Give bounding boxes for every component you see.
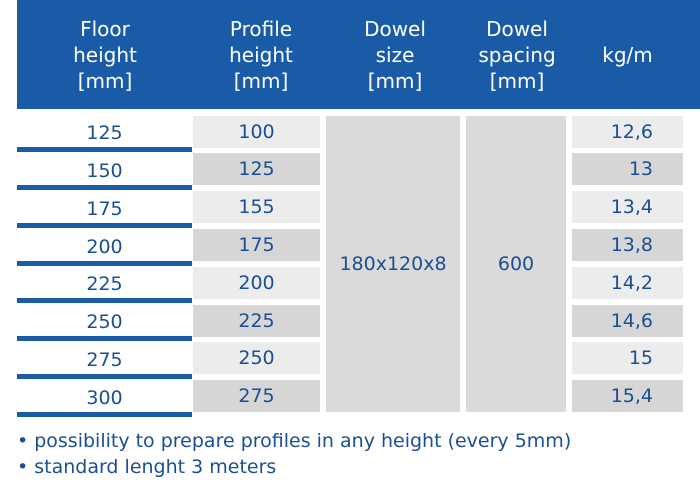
bullet-icon: •: [17, 430, 29, 452]
floor-cell: 150: [17, 152, 192, 190]
header-dowel-spacing-line-1: Dowel: [486, 16, 548, 41]
row-divider: [17, 412, 192, 417]
profile-cell: 200: [193, 267, 320, 299]
header-dowel-spacing-line-3: [mm]: [489, 68, 545, 93]
header-dowel-size-line-3: [mm]: [367, 68, 423, 93]
row-divider: [17, 374, 192, 379]
profile-cell: 155: [193, 191, 320, 223]
floor-value: 250: [86, 311, 123, 333]
kg-cell: 12,6: [572, 116, 683, 148]
profile-cell: 275: [193, 380, 320, 412]
floor-value: 225: [86, 273, 123, 295]
header-dowel-spacing: Dowel spacing [mm]: [452, 0, 582, 109]
profile-cell: 225: [193, 305, 320, 337]
header-floor-line-2: height: [73, 42, 137, 67]
floor-value: 275: [86, 349, 123, 371]
kg-cell: 14,6: [572, 305, 683, 337]
profile-cell: 125: [193, 153, 320, 185]
profile-cell: 175: [193, 229, 320, 261]
floor-cell: 250: [17, 303, 192, 341]
header-floor-line-1: Floor: [80, 16, 130, 41]
kg-cell: 13: [572, 153, 683, 185]
header-dowel-spacing-line-2: spacing: [478, 42, 556, 67]
dowel-size-cell: 180x120x8: [326, 116, 460, 412]
header-dowel-size-line-2: size: [375, 42, 415, 67]
dowel-spacing-cell: 600: [466, 116, 566, 412]
header-profile-line-2: height: [229, 42, 293, 67]
floor-cell: 225: [17, 265, 192, 303]
row-divider: [17, 336, 192, 341]
note-text: standard lenght 3 meters: [34, 456, 277, 478]
header-profile-height: Profile height [mm]: [196, 0, 326, 109]
bullet-icon: •: [17, 456, 29, 478]
table-header: [17, 0, 700, 109]
row-divider: [17, 185, 192, 190]
row-divider: [17, 261, 192, 266]
header-profile-line-1: Profile: [229, 16, 293, 41]
profile-cell: 100: [193, 116, 320, 148]
kg-cell: 15: [572, 342, 683, 374]
floor-cell: 300: [17, 379, 192, 417]
row-divider: [17, 223, 192, 228]
kg-cell: 15,4: [572, 380, 683, 412]
note-item: • standard lenght 3 meters: [17, 456, 276, 478]
floor-cell: 275: [17, 341, 192, 379]
header-profile-line-3: [mm]: [233, 68, 289, 93]
note-text: possibility to prepare profiles in any h…: [34, 430, 572, 452]
header-floor-line-3: [mm]: [77, 68, 133, 93]
profile-cell: 250: [193, 342, 320, 374]
header-dowel-size-line-1: Dowel: [364, 16, 426, 41]
header-kg-per-m: kg/m: [570, 0, 685, 109]
floor-cell: 175: [17, 190, 192, 228]
header-floor-height: Floor height [mm]: [40, 0, 170, 109]
row-divider: [17, 298, 192, 303]
floor-cell: 200: [17, 228, 192, 266]
note-item: • possibility to prepare profiles in any …: [17, 430, 571, 452]
floor-value: 200: [86, 236, 123, 258]
kg-cell: 14,2: [572, 267, 683, 299]
floor-cell: 125: [17, 114, 192, 152]
floor-value: 150: [86, 160, 123, 182]
row-divider: [17, 147, 192, 152]
header-dowel-size: Dowel size [mm]: [330, 0, 460, 109]
header-kg-line-1: kg/m: [602, 42, 653, 67]
kg-cell: 13,8: [572, 229, 683, 261]
floor-value: 300: [86, 387, 123, 409]
kg-cell: 13,4: [572, 191, 683, 223]
floor-value: 175: [86, 198, 123, 220]
floor-value: 125: [86, 122, 123, 144]
